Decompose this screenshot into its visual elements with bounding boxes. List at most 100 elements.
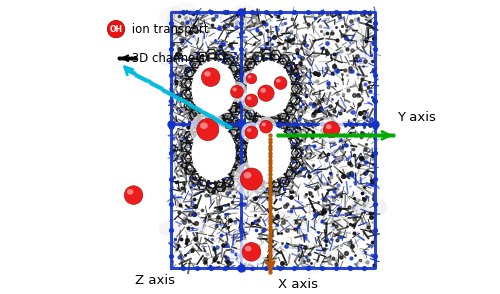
Ellipse shape	[241, 90, 262, 111]
Ellipse shape	[292, 216, 316, 234]
Ellipse shape	[198, 217, 214, 229]
Ellipse shape	[192, 125, 236, 181]
Ellipse shape	[158, 6, 187, 27]
Ellipse shape	[248, 186, 270, 203]
Ellipse shape	[322, 211, 352, 233]
Ellipse shape	[318, 116, 344, 143]
Ellipse shape	[247, 128, 252, 132]
Ellipse shape	[159, 220, 180, 237]
Ellipse shape	[274, 76, 287, 89]
Ellipse shape	[350, 199, 368, 212]
Ellipse shape	[245, 94, 258, 107]
Ellipse shape	[190, 112, 226, 147]
Ellipse shape	[226, 170, 252, 189]
Ellipse shape	[363, 198, 388, 216]
Ellipse shape	[232, 88, 237, 91]
Ellipse shape	[268, 211, 298, 234]
Ellipse shape	[170, 2, 198, 22]
Ellipse shape	[230, 85, 243, 98]
Ellipse shape	[300, 259, 321, 274]
Ellipse shape	[234, 12, 260, 31]
Ellipse shape	[226, 81, 247, 102]
Text: Y axis: Y axis	[397, 111, 436, 124]
Ellipse shape	[197, 132, 230, 174]
Ellipse shape	[276, 79, 280, 83]
Ellipse shape	[244, 172, 252, 178]
Ellipse shape	[262, 123, 266, 126]
Ellipse shape	[166, 10, 198, 34]
Text: OH: OH	[110, 25, 122, 34]
Ellipse shape	[281, 250, 304, 267]
Ellipse shape	[124, 186, 143, 204]
Ellipse shape	[108, 20, 125, 38]
Ellipse shape	[260, 88, 266, 93]
Ellipse shape	[220, 236, 244, 255]
Ellipse shape	[324, 121, 340, 138]
Ellipse shape	[252, 68, 286, 110]
Ellipse shape	[247, 96, 252, 100]
Ellipse shape	[248, 62, 290, 115]
Ellipse shape	[354, 28, 377, 45]
Ellipse shape	[118, 180, 148, 210]
Ellipse shape	[196, 226, 206, 234]
Ellipse shape	[241, 122, 262, 143]
Ellipse shape	[246, 74, 256, 84]
Text: 3D channels: 3D channels	[128, 52, 204, 65]
Ellipse shape	[240, 168, 262, 190]
Ellipse shape	[326, 124, 332, 129]
Ellipse shape	[243, 70, 260, 87]
Ellipse shape	[348, 143, 360, 151]
Ellipse shape	[173, 24, 203, 47]
Ellipse shape	[208, 245, 224, 256]
Ellipse shape	[256, 116, 276, 137]
Text: Z axis: Z axis	[136, 274, 175, 287]
Ellipse shape	[248, 75, 252, 78]
Ellipse shape	[292, 135, 301, 143]
Ellipse shape	[231, 218, 240, 225]
Ellipse shape	[245, 126, 258, 139]
Ellipse shape	[236, 237, 266, 267]
Ellipse shape	[236, 189, 264, 210]
Ellipse shape	[248, 126, 290, 179]
Ellipse shape	[221, 176, 246, 195]
Ellipse shape	[336, 42, 344, 49]
Ellipse shape	[258, 85, 274, 101]
Ellipse shape	[356, 178, 376, 194]
Ellipse shape	[296, 126, 306, 134]
Ellipse shape	[202, 68, 220, 86]
Ellipse shape	[196, 118, 219, 141]
Ellipse shape	[192, 62, 234, 115]
Ellipse shape	[353, 203, 365, 213]
Text: ion transport: ion transport	[128, 23, 208, 36]
Ellipse shape	[196, 62, 226, 92]
Ellipse shape	[314, 114, 342, 134]
Ellipse shape	[250, 65, 288, 113]
Ellipse shape	[242, 243, 261, 261]
Ellipse shape	[270, 73, 291, 93]
Ellipse shape	[157, 48, 182, 66]
Ellipse shape	[250, 208, 262, 217]
Ellipse shape	[330, 117, 350, 133]
Ellipse shape	[245, 246, 252, 251]
Ellipse shape	[182, 216, 192, 223]
Ellipse shape	[192, 61, 236, 117]
Ellipse shape	[195, 65, 232, 113]
Text: X axis: X axis	[278, 278, 318, 291]
Ellipse shape	[252, 132, 286, 174]
Ellipse shape	[192, 126, 234, 179]
Ellipse shape	[247, 61, 291, 117]
Ellipse shape	[253, 80, 279, 106]
Ellipse shape	[204, 71, 210, 77]
Ellipse shape	[234, 161, 269, 197]
Ellipse shape	[127, 189, 134, 195]
Ellipse shape	[195, 129, 232, 177]
Ellipse shape	[169, 239, 178, 246]
Ellipse shape	[352, 50, 375, 68]
Ellipse shape	[229, 4, 260, 28]
Ellipse shape	[355, 35, 370, 46]
Ellipse shape	[250, 129, 288, 177]
Ellipse shape	[197, 68, 230, 110]
Ellipse shape	[200, 122, 208, 129]
Ellipse shape	[260, 120, 272, 133]
Ellipse shape	[247, 125, 291, 181]
